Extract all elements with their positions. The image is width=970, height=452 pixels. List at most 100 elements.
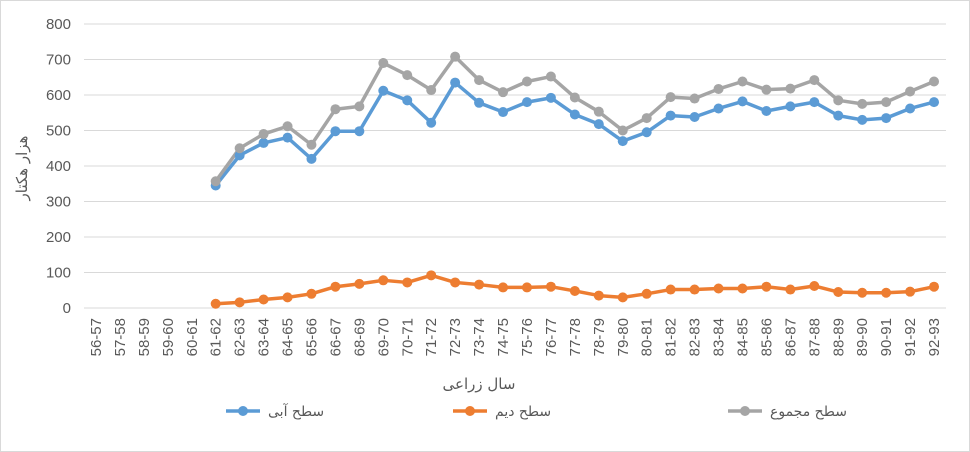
data-point xyxy=(905,103,916,114)
data-point xyxy=(929,76,940,87)
legend-label: سطح دیم xyxy=(495,404,551,420)
data-point xyxy=(378,85,389,96)
data-point xyxy=(258,294,269,305)
data-point xyxy=(354,278,365,289)
data-point xyxy=(665,284,676,295)
data-point xyxy=(593,106,604,117)
data-point xyxy=(809,97,820,108)
x-tick-label: 57-58 xyxy=(112,318,129,356)
data-point xyxy=(474,279,485,290)
x-tick-label: 58-59 xyxy=(136,318,153,356)
y-tick-label: 300 xyxy=(46,194,71,211)
x-tick-label: 74-75 xyxy=(495,318,512,356)
data-point xyxy=(665,110,676,121)
data-point xyxy=(593,119,604,130)
x-tick-label: 83-84 xyxy=(711,318,728,356)
data-point xyxy=(737,283,748,294)
y-axis-title: هزار هکتار xyxy=(13,135,31,201)
data-point xyxy=(545,281,556,292)
data-point xyxy=(929,97,940,108)
x-tick-label: 75-76 xyxy=(519,318,536,356)
data-point xyxy=(833,110,844,121)
data-point xyxy=(785,284,796,295)
data-point xyxy=(809,280,820,291)
x-tick-label: 71-72 xyxy=(423,318,440,356)
data-point xyxy=(450,277,461,288)
data-point xyxy=(306,288,317,299)
x-tick-label: 66-67 xyxy=(327,318,344,356)
data-point xyxy=(737,76,748,87)
data-point xyxy=(617,125,628,136)
x-tick-label: 89-90 xyxy=(854,318,871,356)
data-point xyxy=(761,105,772,116)
data-point xyxy=(234,143,245,154)
data-point xyxy=(258,129,269,140)
data-point xyxy=(402,95,413,106)
x-tick-label: 81-82 xyxy=(663,318,680,356)
data-point xyxy=(450,51,461,62)
data-point xyxy=(426,117,437,128)
data-point xyxy=(593,290,604,301)
x-tick-label: 68-69 xyxy=(351,318,368,356)
data-point xyxy=(785,101,796,112)
data-point xyxy=(641,127,652,138)
x-tick-label: 65-66 xyxy=(303,318,320,356)
data-point xyxy=(713,103,724,114)
data-point xyxy=(617,292,628,303)
data-point xyxy=(857,287,868,298)
x-tick-label: 84-85 xyxy=(734,318,751,356)
y-tick-label: 200 xyxy=(46,229,71,246)
series-points xyxy=(210,51,940,309)
data-point xyxy=(426,85,437,96)
data-point xyxy=(498,282,509,293)
x-tick-label: 90-91 xyxy=(878,318,895,356)
data-point xyxy=(905,86,916,97)
x-tick-label: 78-79 xyxy=(591,318,608,356)
data-point xyxy=(761,84,772,95)
x-tick-label: 82-83 xyxy=(687,318,704,356)
data-point xyxy=(905,286,916,297)
x-tick-label: 69-70 xyxy=(375,318,392,356)
x-tick-label: 86-87 xyxy=(782,318,799,356)
data-point xyxy=(498,107,509,118)
x-tick-label: 63-64 xyxy=(256,318,273,356)
data-point xyxy=(521,282,532,293)
data-point xyxy=(474,97,485,108)
data-point xyxy=(833,95,844,106)
data-point xyxy=(330,104,341,115)
data-point xyxy=(737,96,748,107)
data-point xyxy=(545,71,556,82)
y-tick-label: 0 xyxy=(63,300,71,317)
legend-swatch-marker xyxy=(465,406,475,416)
data-point xyxy=(569,109,580,120)
data-point xyxy=(929,281,940,292)
x-tick-label: 56-57 xyxy=(88,318,105,356)
data-point xyxy=(689,112,700,123)
data-point xyxy=(402,70,413,81)
data-point xyxy=(258,137,269,148)
x-tick-label: 79-80 xyxy=(615,318,632,356)
data-point xyxy=(641,288,652,299)
y-tick-label: 700 xyxy=(46,52,71,69)
y-tick-label: 600 xyxy=(46,87,71,104)
data-point xyxy=(210,298,221,309)
data-point xyxy=(713,283,724,294)
x-tick-label: 72-73 xyxy=(447,318,464,356)
data-point xyxy=(521,97,532,108)
legend-label: سطح آبی xyxy=(268,403,324,420)
data-point xyxy=(378,58,389,69)
data-point xyxy=(689,284,700,295)
data-point xyxy=(498,87,509,98)
data-point xyxy=(234,297,245,308)
data-point xyxy=(282,132,293,143)
x-tick-label: 85-86 xyxy=(758,318,775,356)
data-point xyxy=(689,93,700,104)
x-tick-label: 76-77 xyxy=(543,318,560,356)
x-tick-label: 88-89 xyxy=(830,318,847,356)
data-point xyxy=(354,101,365,112)
data-point xyxy=(617,136,628,147)
data-point xyxy=(210,176,221,187)
x-tick-label: 70-71 xyxy=(399,318,416,356)
x-tick-label: 77-78 xyxy=(567,318,584,356)
y-axis-ticks: 0 100 200 300 400 500 600 700 800 xyxy=(46,16,71,317)
